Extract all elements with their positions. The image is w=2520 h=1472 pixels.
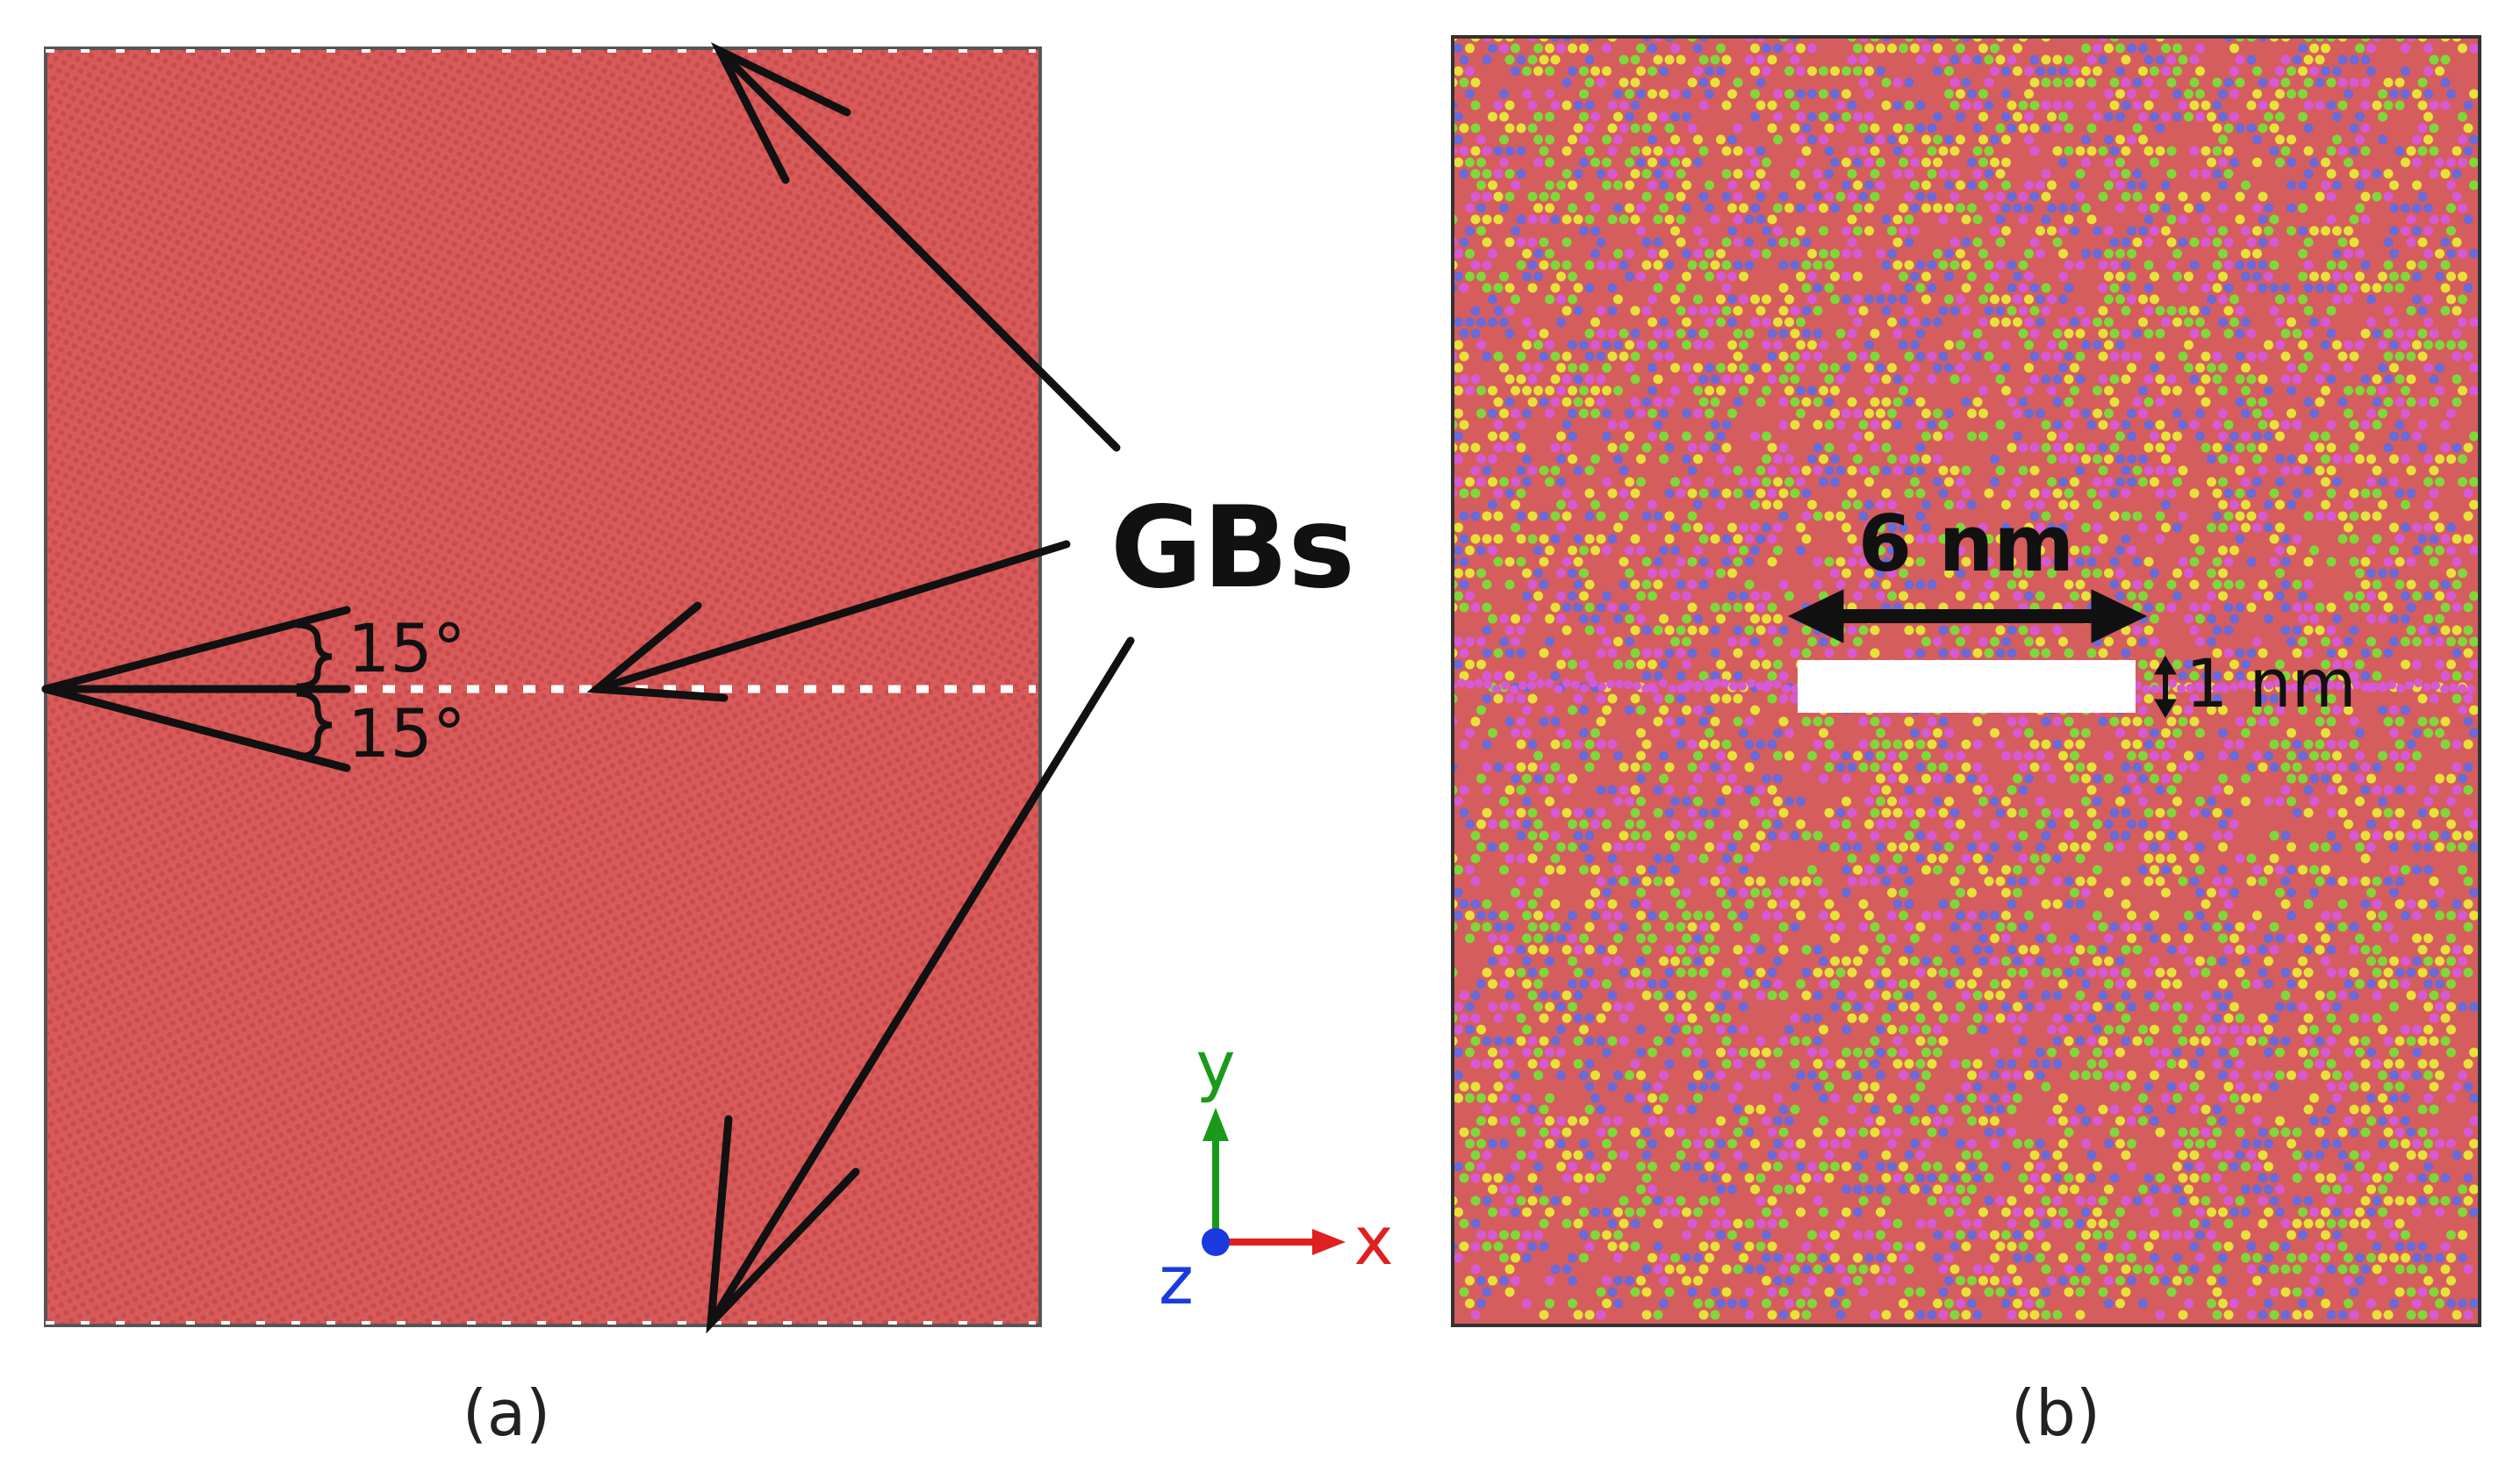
panel-b-caption: (b) bbox=[2011, 1376, 2100, 1450]
crack-height-label: 1 nm bbox=[2186, 644, 2357, 722]
panel-b-border bbox=[1451, 35, 2481, 1327]
z-axis-dot bbox=[1202, 1228, 1230, 1256]
crack bbox=[1798, 660, 2136, 713]
grain-top bbox=[46, 48, 1040, 689]
panel-a-caption: (a) bbox=[463, 1376, 550, 1450]
crack-length-label: 6 nm bbox=[1858, 499, 2074, 589]
crack-length-arrow bbox=[1787, 589, 2148, 643]
angle-brace-top bbox=[296, 621, 333, 690]
angle-brace-bottom bbox=[296, 690, 333, 760]
arrow-to-bottom-gb bbox=[707, 636, 1135, 1327]
arrow-to-center-gb bbox=[592, 540, 1071, 693]
angle-label-top: 15° bbox=[348, 609, 466, 687]
panel-b: 6 nm 1 nm (b) bbox=[1451, 35, 2481, 1450]
arrow-to-top-gb bbox=[715, 47, 1121, 452]
angle-label-bottom: 15° bbox=[348, 694, 466, 772]
axis-triad: y x z bbox=[1159, 1026, 1393, 1319]
gb-arrows bbox=[586, 42, 1135, 1334]
atoms-layer bbox=[1453, 37, 2479, 1320]
y-axis-label: y bbox=[1196, 1026, 1236, 1104]
x-axis-head bbox=[1312, 1229, 1346, 1255]
z-axis-label: z bbox=[1159, 1241, 1194, 1319]
y-axis-head bbox=[1203, 1108, 1229, 1141]
grain-bottom bbox=[46, 689, 1040, 1325]
angle-indicator bbox=[41, 606, 351, 772]
x-axis-label: x bbox=[1354, 1202, 1394, 1280]
panel-a: 15° 15° GBs (a) bbox=[41, 42, 1355, 1450]
gb-label: GBs bbox=[1110, 483, 1355, 614]
crack-height-arrow bbox=[2154, 656, 2177, 718]
